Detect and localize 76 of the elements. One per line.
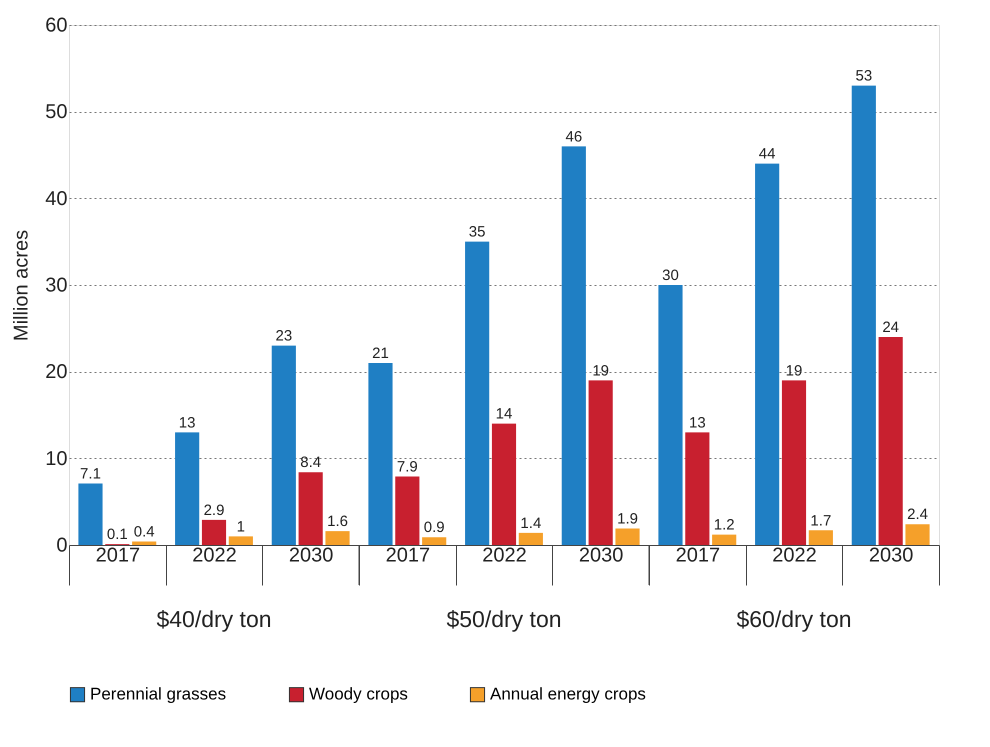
data-label: 19	[786, 362, 802, 380]
x-tick-label: 2030	[868, 544, 914, 566]
y-tick-label: 30	[45, 274, 68, 296]
text: $60/dry ton	[736, 606, 852, 632]
data-label: 1.6	[327, 513, 348, 530]
text: $40/dry ton	[156, 606, 272, 632]
bar	[368, 363, 393, 545]
y-tick-label: 40	[45, 188, 68, 210]
x-tick-label: 2022	[482, 544, 527, 566]
data-label: 1.2	[714, 516, 735, 534]
y-tick-label: 20	[45, 361, 68, 384]
x-tick-label: 2017	[386, 544, 430, 566]
bar	[175, 432, 200, 545]
bar	[132, 542, 156, 545]
y-tick-label: 10	[45, 448, 68, 470]
data-label: 19	[592, 362, 610, 380]
legend-label: Woody crops	[309, 684, 408, 704]
bar	[878, 337, 903, 545]
bar	[202, 520, 226, 545]
bar	[395, 476, 420, 545]
data-label: 8.4	[300, 454, 322, 472]
bar	[685, 432, 710, 545]
data-label: 23	[275, 328, 292, 345]
bar	[658, 285, 683, 545]
legend-label: Perennial grasses	[90, 684, 226, 704]
data-label: 2.9	[204, 502, 224, 519]
y-tick-label: 60	[45, 14, 68, 36]
bar	[712, 534, 736, 545]
y-tick-label: 0	[56, 534, 68, 556]
data-label: 1.9	[617, 510, 638, 528]
x-tick-label: 2030	[578, 544, 624, 566]
bar	[782, 380, 806, 545]
bar	[298, 472, 323, 545]
bar	[325, 531, 350, 545]
data-label: 44	[758, 146, 776, 163]
data-label: 13	[688, 414, 706, 432]
data-label: 7.1	[80, 465, 101, 482]
data-label: 35	[468, 224, 486, 241]
data-label: 1.4	[520, 514, 542, 532]
bar	[272, 346, 296, 545]
data-label: 2.4	[907, 506, 928, 524]
data-label: 0.4	[134, 524, 155, 541]
data-label: 13	[178, 414, 196, 432]
data-label: 7.9	[396, 458, 418, 476]
bar	[518, 532, 543, 545]
x-tick-label: 2022	[772, 544, 817, 566]
data-label: 24	[882, 319, 900, 336]
data-label: 14	[496, 406, 512, 423]
bar	[588, 380, 613, 545]
data-label: 0.1	[106, 526, 128, 544]
bar	[562, 146, 586, 545]
bar	[228, 536, 253, 545]
x-tick-label: 2030	[288, 544, 334, 566]
legend-label: Annual energy crops	[490, 684, 646, 704]
bar	[905, 524, 930, 545]
data-label: 1	[236, 518, 246, 536]
data-label: 46	[565, 128, 582, 146]
data-label: 30	[662, 267, 679, 284]
bar	[852, 86, 876, 545]
bar	[615, 528, 640, 545]
x-tick-label: 2017	[676, 544, 720, 566]
text: $50/dry ton	[446, 606, 562, 632]
data-label: 53	[855, 68, 872, 85]
bar	[465, 242, 490, 545]
bar	[808, 530, 833, 545]
bar	[78, 483, 103, 545]
data-label: 21	[372, 345, 389, 362]
bar	[755, 164, 780, 545]
data-label: 1.7	[810, 512, 832, 530]
bar	[492, 424, 516, 545]
x-tick-label: 2022	[192, 544, 237, 566]
bar	[422, 537, 446, 545]
y-tick-label: 50	[45, 101, 68, 124]
data-label: 0.9	[424, 519, 445, 536]
x-tick-label: 2017	[96, 544, 140, 566]
y-axis-title: Million acres	[10, 230, 32, 342]
